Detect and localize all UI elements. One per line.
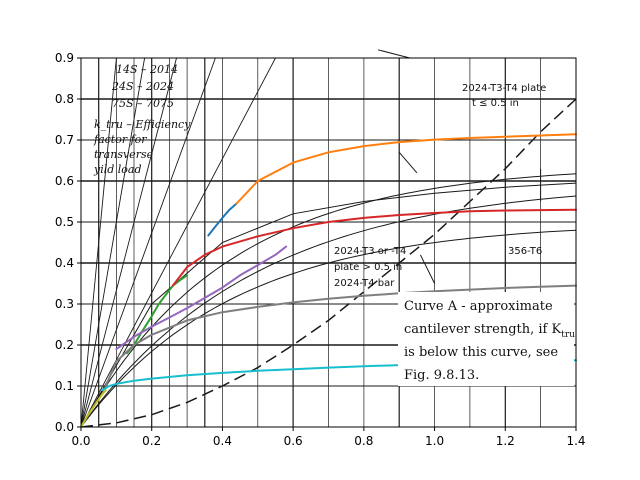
scan-line [80,98,577,428]
scan-line [398,151,418,174]
y-tick-label: 0.8 [55,92,74,106]
series-line-3 [126,274,189,355]
annotation-ktru-3: transverse [94,148,154,161]
y-tick-label: 0.6 [55,174,74,188]
curve-a-label-background [398,292,574,386]
scan-line [80,195,577,428]
plot-frame [80,57,577,428]
annotation-bar-3: 2024-T4 bar [334,278,395,289]
y-tick-label: 0.2 [55,338,74,352]
scanned-figure-background [80,49,577,428]
scan-line [80,57,216,428]
y-tick-label: 0.3 [55,297,74,311]
annotation-curve-a-3: is below this curve, see [404,345,558,360]
scan-line [80,57,146,428]
series-line-2 [235,133,577,205]
annotation-curve-a-4: Fig. 9.8.13. [404,368,479,383]
x-tick-label: 0.2 [142,434,161,448]
series-line-1 [207,202,238,237]
annotation-bar-1: 2024-T3 or -T4 [334,246,406,257]
scan-line [80,182,577,428]
annotation-alloy-3: 75S – 7075 [112,97,174,110]
annotation-curve-a-2-main: cantilever strength, if K [404,322,561,337]
scan-line [377,49,410,59]
y-tick-label: 0.5 [55,215,74,229]
annotation-ktru-2: factor for [93,133,147,146]
series-line-6 [104,284,577,387]
x-tick-label: 0.8 [354,434,373,448]
y-tick-label: 0.1 [55,379,74,393]
scan-line [80,57,177,428]
annotation-curve-a-2-subscript: tru [561,330,575,340]
annotation-ktru-1: k_tru – Efficiency [94,118,191,131]
annotation-bar-2: plate > 0.5 in [334,262,402,273]
y-tick-label: 0.4 [55,256,74,270]
annotation-alloy-2: 24S – 2024 [111,80,174,93]
x-tick-label: 1.2 [496,434,515,448]
series-line-4 [171,208,577,287]
annotation-plate-1: 2024-T3-T4 plate [462,83,546,94]
x-tick-label: 0.4 [213,434,232,448]
scan-line [419,254,436,284]
x-tick-label: 0.0 [71,434,90,448]
annotation-plate-2: t ≤ 0.5 in [472,98,519,109]
scan-line [80,57,276,428]
axes [80,57,577,428]
series-line-8 [80,389,107,428]
y-tick-label: 0.9 [55,51,74,65]
annotation-curve-a-1: Curve A - approximate [404,299,553,314]
y-tick-label: 0.0 [55,420,74,434]
series-line-5 [115,245,288,351]
annotation-curve-a-2: cantilever strength, if Ktru [404,322,575,340]
annotation-alloy-1: 14S – 2014 [116,63,178,76]
scan-line [80,229,577,428]
y-axis-ticks: 0.0 0.1 0.2 0.3 0.4 0.5 0.6 0.7 0.8 0.9 [55,51,81,434]
y-tick-label: 0.7 [55,133,74,147]
annotation-356-t6: 356-T6 [508,246,542,257]
scan-line [80,57,117,428]
x-tick-label: 1.4 [566,434,585,448]
x-tick-label: 1.0 [425,434,444,448]
annotation-ktru-4: yild load [93,163,142,176]
scan-annotations: 14S – 2014 24S – 2024 75S – 7075 k_tru –… [93,63,575,386]
x-axis-ticks: 0.0 0.2 0.4 0.6 0.8 1.0 1.2 1.4 [71,427,586,448]
x-tick-label: 0.6 [284,434,303,448]
